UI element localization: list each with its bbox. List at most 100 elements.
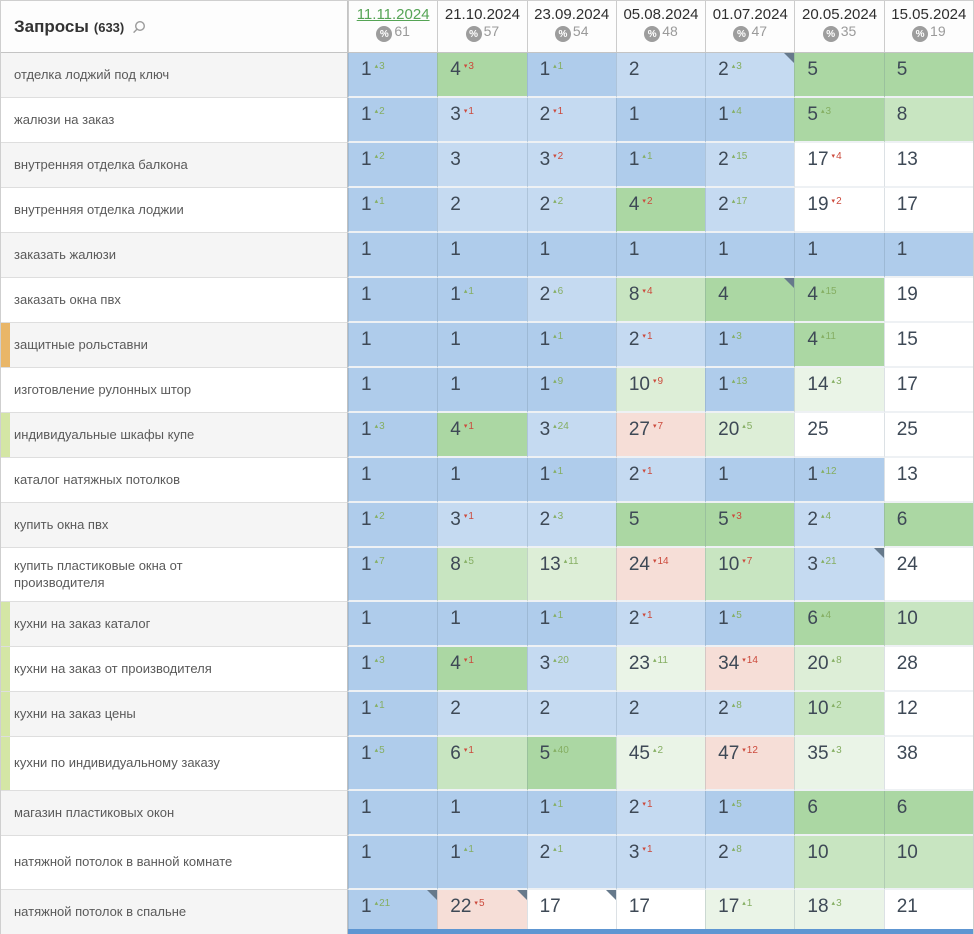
position-cell[interactable]: 1 — [348, 791, 438, 836]
position-cell[interactable]: 1 — [437, 368, 527, 413]
position-cell[interactable]: 2 ▾1 — [615, 458, 706, 503]
position-cell[interactable]: 2 — [437, 188, 527, 233]
position-cell[interactable]: 2 ▴6 — [526, 278, 616, 323]
position-cell[interactable]: 2 ▾1 — [615, 791, 706, 836]
position-cell[interactable]: 2 ▾1 — [615, 602, 706, 647]
position-cell[interactable]: 1 ▴21 — [348, 890, 438, 934]
date-column-header[interactable]: 15.05.2024% 19 — [883, 1, 973, 52]
queries-column-header[interactable]: Запросы (633) — [1, 1, 348, 52]
position-cell[interactable]: 12 — [883, 692, 973, 737]
position-cell[interactable]: 4 ▴11 — [794, 323, 884, 368]
position-cell[interactable]: 2 — [526, 692, 616, 737]
position-cell[interactable]: 10 — [794, 836, 884, 890]
position-cell[interactable]: 4 — [705, 278, 795, 323]
date-label[interactable]: 11.11.2024 — [356, 6, 430, 23]
date-label[interactable]: 21.10.2024 — [444, 6, 520, 23]
position-cell[interactable]: 6 — [883, 791, 973, 836]
position-cell[interactable]: 1 — [526, 233, 616, 278]
position-cell[interactable]: 5 — [794, 53, 884, 98]
position-cell[interactable]: 1 — [437, 602, 527, 647]
date-label[interactable]: 15.05.2024 — [891, 6, 967, 23]
position-cell[interactable]: 1 — [883, 233, 973, 278]
date-label[interactable]: 23.09.2024 — [534, 6, 610, 23]
position-cell[interactable]: 2 — [615, 692, 706, 737]
date-label[interactable]: 01.07.2024 — [712, 6, 788, 23]
position-cell[interactable]: 8 ▾4 — [615, 278, 706, 323]
query-cell[interactable]: заказать окна пвх — [1, 278, 348, 323]
query-cell[interactable]: внутренняя отделка лоджии — [1, 188, 348, 233]
position-cell[interactable]: 3 ▴24 — [526, 413, 616, 458]
position-cell[interactable]: 3 ▾1 — [437, 98, 527, 143]
position-cell[interactable]: 13 — [883, 458, 973, 503]
position-cell[interactable]: 20 ▴8 — [794, 647, 884, 692]
position-cell[interactable]: 8 — [883, 98, 973, 143]
position-cell[interactable]: 6 — [883, 503, 973, 548]
position-cell[interactable]: 1 — [348, 602, 438, 647]
position-cell[interactable]: 1 — [348, 458, 438, 503]
query-cell[interactable]: кухни на заказ от производителя — [1, 647, 348, 692]
position-cell[interactable]: 18 ▴3 — [794, 890, 884, 934]
position-cell[interactable]: 1 ▴4 — [705, 98, 795, 143]
query-cell[interactable]: кухни на заказ каталог — [1, 602, 348, 647]
position-cell[interactable]: 5 ▴40 — [526, 737, 616, 791]
position-cell[interactable]: 4 ▾1 — [437, 647, 527, 692]
position-cell[interactable]: 1 ▴1 — [437, 836, 527, 890]
search-icon[interactable] — [131, 19, 147, 35]
position-cell[interactable]: 6 — [794, 791, 884, 836]
query-cell[interactable]: индивидуальные шкафы купе — [1, 413, 348, 458]
position-cell[interactable]: 6 ▴4 — [794, 602, 884, 647]
position-cell[interactable]: 4 ▴15 — [794, 278, 884, 323]
position-cell[interactable]: 1 ▴2 — [348, 143, 438, 188]
position-cell[interactable]: 5 — [615, 503, 706, 548]
query-cell[interactable]: купить пластиковые окна от производителя — [1, 548, 348, 602]
position-cell[interactable]: 4 ▾2 — [615, 188, 706, 233]
query-cell[interactable]: натяжной потолок в ванной комнате — [1, 836, 348, 890]
position-cell[interactable]: 1 ▴7 — [348, 548, 438, 602]
position-cell[interactable]: 1 ▴1 — [348, 692, 438, 737]
position-cell[interactable]: 1 — [348, 233, 438, 278]
query-cell[interactable]: каталог натяжных потолков — [1, 458, 348, 503]
position-cell[interactable]: 3 ▴20 — [526, 647, 616, 692]
position-cell[interactable]: 1 — [705, 458, 795, 503]
position-cell[interactable]: 2 ▴4 — [794, 503, 884, 548]
date-label[interactable]: 20.05.2024 — [802, 6, 878, 23]
position-cell[interactable]: 2 ▾1 — [526, 98, 616, 143]
position-cell[interactable]: 2 ▴3 — [705, 53, 795, 98]
position-cell[interactable]: 1 — [348, 368, 438, 413]
date-column-header[interactable]: 20.05.2024% 35 — [794, 1, 883, 52]
position-cell[interactable]: 47 ▾12 — [705, 737, 795, 791]
position-cell[interactable]: 1 ▴5 — [705, 791, 795, 836]
position-cell[interactable]: 3 ▴21 — [794, 548, 884, 602]
position-cell[interactable]: 17 ▴1 — [705, 890, 795, 934]
position-cell[interactable]: 1 ▴9 — [526, 368, 616, 413]
position-cell[interactable]: 1 ▴1 — [526, 458, 616, 503]
query-cell[interactable]: магазин пластиковых окон — [1, 791, 348, 836]
position-cell[interactable]: 22 ▾5 — [437, 890, 527, 934]
position-cell[interactable]: 45 ▴2 — [615, 737, 706, 791]
position-cell[interactable]: 5 ▾3 — [705, 503, 795, 548]
position-cell[interactable]: 3 ▾2 — [526, 143, 616, 188]
position-cell[interactable]: 20 ▴5 — [705, 413, 795, 458]
position-cell[interactable]: 19 ▾2 — [794, 188, 884, 233]
position-cell[interactable]: 1 ▴5 — [705, 602, 795, 647]
position-cell[interactable]: 1 ▴13 — [705, 368, 795, 413]
position-cell[interactable]: 28 — [883, 647, 973, 692]
position-cell[interactable]: 13 — [883, 143, 973, 188]
position-cell[interactable]: 1 ▴1 — [526, 602, 616, 647]
position-cell[interactable]: 1 ▴2 — [348, 503, 438, 548]
position-cell[interactable]: 1 ▴3 — [705, 323, 795, 368]
position-cell[interactable]: 15 — [883, 323, 973, 368]
position-cell[interactable]: 13 ▴11 — [526, 548, 616, 602]
position-cell[interactable]: 10 — [883, 836, 973, 890]
position-cell[interactable]: 8 ▴5 — [437, 548, 527, 602]
position-cell[interactable]: 2 ▴8 — [705, 692, 795, 737]
position-cell[interactable]: 2 ▴3 — [526, 503, 616, 548]
position-cell[interactable]: 1 — [348, 323, 438, 368]
position-cell[interactable]: 35 ▴3 — [794, 737, 884, 791]
position-cell[interactable]: 10 ▴2 — [794, 692, 884, 737]
position-cell[interactable]: 2 ▾1 — [615, 323, 706, 368]
position-cell[interactable]: 24 — [883, 548, 973, 602]
position-cell[interactable]: 1 ▴1 — [615, 143, 706, 188]
date-label[interactable]: 05.08.2024 — [623, 6, 699, 23]
position-cell[interactable]: 1 ▴1 — [526, 53, 616, 98]
